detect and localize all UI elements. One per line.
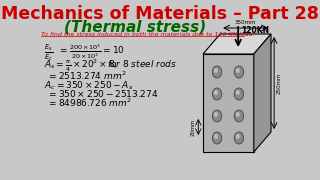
Polygon shape: [254, 34, 271, 152]
Circle shape: [236, 112, 240, 117]
Circle shape: [214, 90, 218, 95]
Circle shape: [212, 88, 222, 100]
Circle shape: [214, 68, 218, 73]
Circle shape: [236, 90, 240, 95]
Text: $\it{for\ 8\ steel\ rods}$: $\it{for\ 8\ steel\ rods}$: [107, 58, 177, 69]
Circle shape: [212, 132, 222, 144]
Polygon shape: [203, 54, 254, 152]
Text: $= \frac{200 \times 10^3}{20 \times 10^3} = 10$: $= \frac{200 \times 10^3}{20 \times 10^3…: [58, 42, 125, 61]
Text: 250mm: 250mm: [276, 72, 282, 94]
Circle shape: [234, 88, 244, 100]
Text: Mechanics of Materials – Part 28: Mechanics of Materials – Part 28: [1, 5, 319, 23]
Circle shape: [214, 112, 218, 117]
Text: $= 2513.274\ mm^2$: $= 2513.274\ mm^2$: [47, 70, 127, 82]
Circle shape: [214, 134, 218, 139]
Text: $A_c = 350 \times 250 - A_s$: $A_c = 350 \times 250 - A_s$: [44, 79, 133, 91]
Circle shape: [234, 66, 244, 78]
Text: (Thermal stress): (Thermal stress): [64, 19, 206, 34]
Circle shape: [212, 110, 222, 122]
Circle shape: [212, 66, 222, 78]
Circle shape: [236, 134, 240, 139]
Text: 120KN: 120KN: [241, 26, 269, 35]
Text: $= 350 \times 250 - 2513.274$: $= 350 \times 250 - 2513.274$: [47, 88, 159, 99]
Polygon shape: [203, 34, 271, 54]
Text: 20mm: 20mm: [190, 118, 195, 136]
Text: $\frac{E_s}{E_c}$: $\frac{E_s}{E_c}$: [44, 42, 53, 63]
Text: 350mm: 350mm: [235, 20, 256, 25]
Circle shape: [236, 68, 240, 73]
Text: To find the stress induced in both the materials due to 120 KN load: To find the stress induced in both the m…: [41, 32, 253, 37]
Circle shape: [234, 110, 244, 122]
Circle shape: [234, 132, 244, 144]
Text: $A_s = \frac{\pi}{4} \times 20^2 \times 8,$: $A_s = \frac{\pi}{4} \times 20^2 \times …: [44, 58, 118, 75]
Text: $= 84986.726\ mm^2$: $= 84986.726\ mm^2$: [47, 97, 133, 109]
